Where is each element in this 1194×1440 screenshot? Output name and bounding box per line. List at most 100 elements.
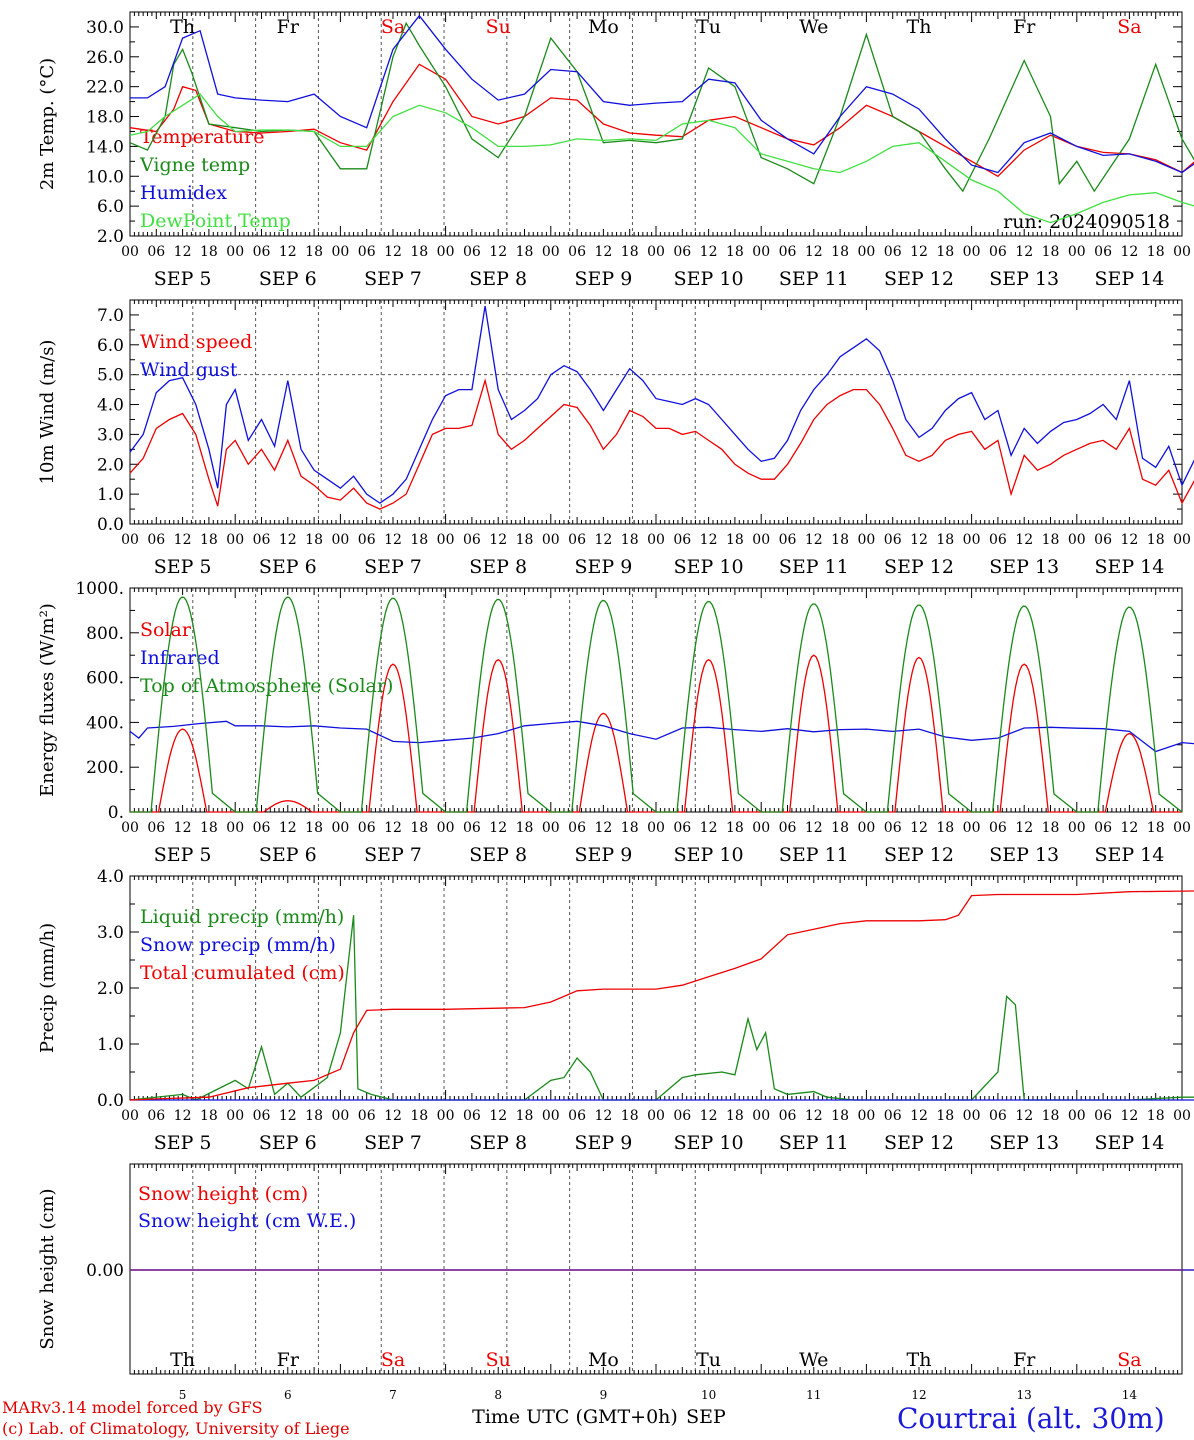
- hour-label: 00: [647, 532, 665, 548]
- day-of-week-label: Su: [486, 1349, 511, 1371]
- hour-label: 12: [384, 1108, 402, 1124]
- date-label: SEP 7: [364, 844, 422, 866]
- hour-label: 12: [1120, 820, 1138, 836]
- date-label: SEP 5: [154, 1132, 212, 1154]
- hour-label: 06: [147, 532, 165, 548]
- hour-label: 06: [147, 244, 165, 260]
- y-tick-label: 18.0: [86, 108, 124, 128]
- y-tick-label: 30.0: [86, 18, 124, 38]
- hour-label: 18: [305, 244, 323, 260]
- hour-label: 12: [1015, 532, 1033, 548]
- hour-label: 18: [305, 532, 323, 548]
- hour-label: 06: [253, 244, 271, 260]
- date-label: SEP 14: [1094, 556, 1164, 578]
- hour-label: 12: [174, 532, 192, 548]
- hour-label: 00: [331, 820, 349, 836]
- day-number-label: 9: [600, 1388, 608, 1402]
- hour-label: 00: [226, 244, 244, 260]
- day-of-week-label: Sa: [381, 1349, 405, 1371]
- hour-label: 18: [621, 820, 639, 836]
- hour-label: 06: [358, 244, 376, 260]
- date-label: SEP 12: [884, 268, 954, 290]
- hour-label: 18: [936, 532, 954, 548]
- date-label: SEP 11: [779, 556, 849, 578]
- y-tick-label: 7.0: [97, 306, 124, 326]
- hour-label: 00: [437, 244, 455, 260]
- hour-label: 18: [621, 244, 639, 260]
- y-tick-label: 400.: [86, 713, 124, 733]
- date-label: SEP 11: [779, 268, 849, 290]
- hour-label: 00: [857, 244, 875, 260]
- legend-entry: Infrared: [140, 647, 220, 669]
- hour-label: 18: [516, 820, 534, 836]
- hour-label: 18: [936, 1108, 954, 1124]
- hour-label: 18: [1042, 532, 1060, 548]
- panel-frame-1: [129, 299, 1183, 525]
- date-label: SEP 6: [259, 844, 317, 866]
- hour-label: 12: [700, 820, 718, 836]
- y-tick-label: 2.0: [97, 455, 124, 475]
- date-label: SEP 9: [574, 556, 632, 578]
- day-of-week-label: Sa: [381, 16, 405, 38]
- date-label: SEP 11: [779, 844, 849, 866]
- hour-label: 06: [463, 532, 481, 548]
- date-label: SEP 13: [989, 268, 1059, 290]
- hour-label: 00: [542, 244, 560, 260]
- hour-label: 18: [1042, 820, 1060, 836]
- date-label: SEP 6: [259, 268, 317, 290]
- y-tick-label: 0.00: [86, 1261, 124, 1281]
- hour-label: 00: [1068, 1108, 1086, 1124]
- legend-entry: Total cumulated (cm): [140, 962, 345, 984]
- day-of-week-label: Mo: [588, 16, 619, 38]
- hour-label: 06: [989, 532, 1007, 548]
- series-line-temperature: [129, 63, 1194, 178]
- day-of-week-label: Su: [486, 16, 511, 38]
- hour-label: 12: [594, 244, 612, 260]
- date-label: SEP 10: [674, 268, 744, 290]
- day-of-week-label: Th: [170, 1349, 195, 1371]
- hour-label: 12: [700, 532, 718, 548]
- hour-label: 12: [489, 1108, 507, 1124]
- series-line-top-of-atmosphere-solar-: [130, 596, 1183, 813]
- hour-label: 00: [1068, 820, 1086, 836]
- day-number-label: 10: [701, 1388, 716, 1402]
- hour-label: 00: [437, 532, 455, 548]
- hour-label: 00: [963, 532, 981, 548]
- date-label: SEP 12: [884, 556, 954, 578]
- hour-label: 18: [936, 820, 954, 836]
- day-of-week-label: Th: [170, 16, 195, 38]
- hour-label: 06: [779, 244, 797, 260]
- hour-label: 12: [1015, 820, 1033, 836]
- day-number-label: 12: [911, 1388, 926, 1402]
- hour-label: 12: [910, 244, 928, 260]
- hour-label: 18: [726, 244, 744, 260]
- y-tick-label: 5.0: [97, 366, 124, 386]
- legend-entry: Vigne temp: [139, 154, 250, 176]
- hour-label: 00: [121, 532, 139, 548]
- y-tick-label: 14.0: [86, 137, 124, 157]
- hour-label: 00: [647, 820, 665, 836]
- hour-label: 12: [910, 1108, 928, 1124]
- y-tick-label: 2.0: [97, 227, 124, 247]
- day-of-week-label: Tu: [696, 16, 721, 38]
- day-of-week-label: Fr: [1013, 1349, 1036, 1371]
- hour-label: 12: [1120, 532, 1138, 548]
- hour-label: 12: [279, 1108, 297, 1124]
- y-tick-label: 0.0: [97, 515, 124, 535]
- date-label: SEP 10: [674, 844, 744, 866]
- hour-label: 06: [147, 1108, 165, 1124]
- hour-label: 18: [200, 244, 218, 260]
- hour-label: 00: [752, 1108, 770, 1124]
- day-of-week-label: Sa: [1117, 1349, 1141, 1371]
- hour-label: 06: [463, 1108, 481, 1124]
- hour-label: 00: [121, 820, 139, 836]
- hour-label: 18: [1147, 1108, 1165, 1124]
- y-axis-label: Energy fluxes (W/m²): [37, 603, 58, 797]
- hour-label: 06: [568, 1108, 586, 1124]
- hour-label: 12: [1120, 244, 1138, 260]
- day-of-week-label: Mo: [588, 1349, 619, 1371]
- hour-label: 18: [831, 1108, 849, 1124]
- hour-label: 18: [1147, 532, 1165, 548]
- hour-label: 12: [174, 820, 192, 836]
- hour-label: 12: [910, 820, 928, 836]
